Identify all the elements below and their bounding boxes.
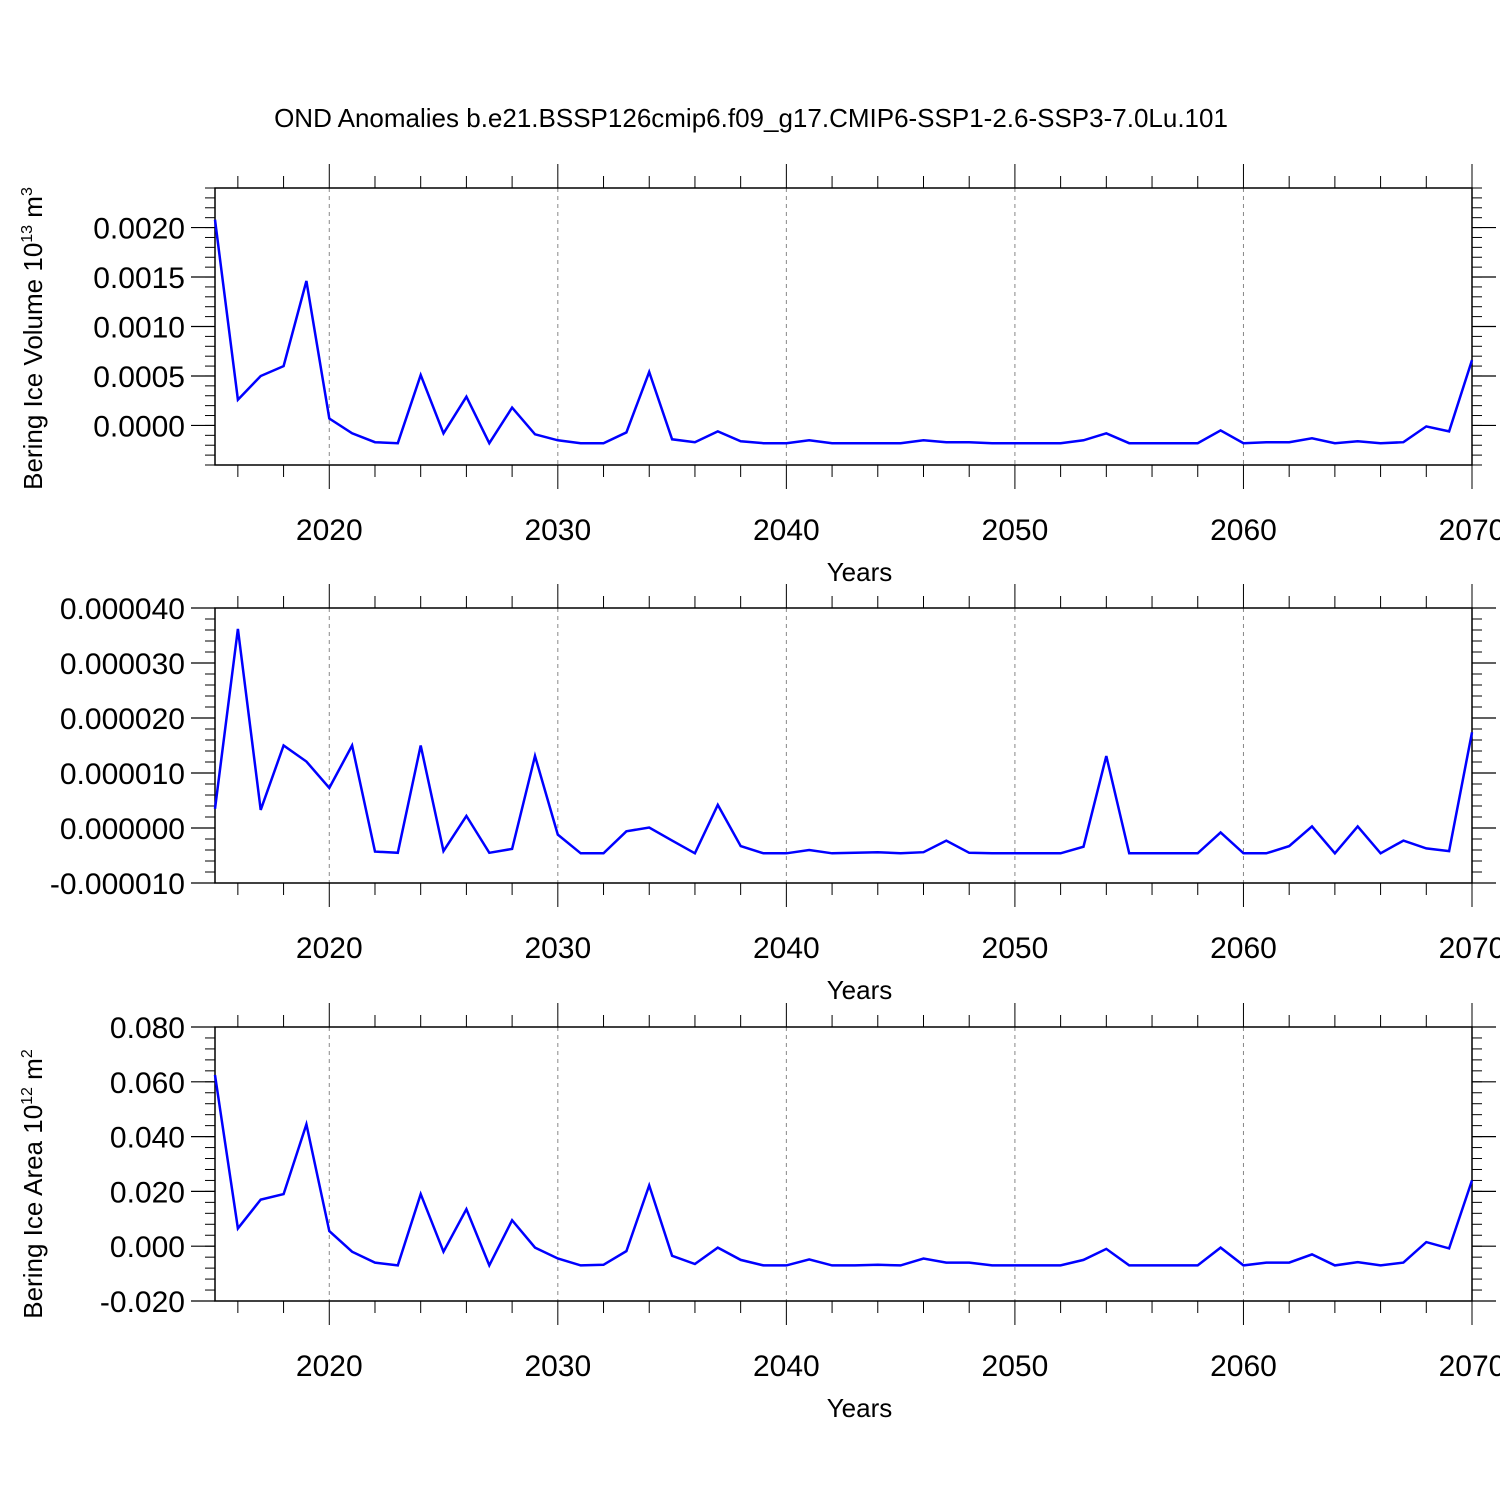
figure-title: OND Anomalies b.e21.BSSP126cmip6.f09_g17… [274,103,1228,133]
series-line [213,1074,1474,1269]
y-tick-label: 0.000000 [60,813,185,846]
y-tick-label: 0.0015 [93,262,185,295]
y-tick-label: 0.080 [110,1012,185,1045]
x-tick-label: 2040 [753,514,820,547]
y-tick-label: 0.0000 [93,410,185,443]
y-tick-label: 0.000030 [60,648,185,681]
x-tick-label: 2020 [296,932,363,965]
x-tick-label: 2050 [982,932,1049,965]
chart-panel-2: 2020 2030 2040 2050 2060 2070 -0.000010 0.00000… [50,584,1500,1005]
x-tick-label: 2030 [524,514,591,547]
panels: 2020 2030 2040 2050 2060 2070 0.0000 0.0005 0.00… [18,164,1500,1423]
y-tick-label: 0.000040 [60,593,185,626]
plot-frame [214,1026,1473,1302]
x-tick-label: 2050 [982,514,1049,547]
series-line [213,219,1474,446]
plot-frame [214,607,1473,884]
y-tick-label: 0.000 [110,1231,185,1264]
x-tick-label: 2060 [1210,514,1277,547]
x-tick-label: 2050 [982,1350,1049,1383]
y-tick-label: -0.000010 [50,868,185,901]
x-tick-label: 2070 [1439,932,1500,965]
y-axis-title: Bering Ice Area 1012 m2 [18,1049,48,1319]
chart-panel-3: 2020 2030 2040 2050 2060 2070 -0.020 0.000 0.020… [18,1003,1500,1423]
x-axis-title: Years [827,557,893,587]
x-tick-label: 2040 [753,932,820,965]
x-tick-label: 2020 [296,1350,363,1383]
y-axis-title: Bering Ice Volume 1013 m3 [18,187,48,490]
series-line [213,628,1474,856]
x-tick-label: 2070 [1439,1350,1500,1383]
x-axis-title: Years [827,1393,893,1423]
y-tick-label: -0.020 [100,1286,185,1319]
y-tick-label: 0.0005 [93,361,185,394]
x-tick-label: 2020 [296,514,363,547]
x-axis-title: Years [827,975,893,1005]
x-tick-label: 2060 [1210,932,1277,965]
y-tick-label: 0.000010 [60,758,185,791]
y-tick-label: 0.020 [110,1176,185,1209]
y-tick-label: 0.0020 [93,213,185,246]
chart-panel-1: 2020 2030 2040 2050 2060 2070 0.0000 0.0005 0.00… [18,164,1500,587]
y-tick-label: 0.0010 [93,312,185,345]
x-tick-label: 2060 [1210,1350,1277,1383]
x-tick-label: 2070 [1439,514,1500,547]
y-tick-label: 0.060 [110,1067,185,1100]
y-tick-label: 0.040 [110,1122,185,1155]
x-tick-label: 2030 [524,1350,591,1383]
x-tick-label: 2040 [753,1350,820,1383]
y-tick-label: 0.000020 [60,703,185,736]
x-tick-label: 2030 [524,932,591,965]
